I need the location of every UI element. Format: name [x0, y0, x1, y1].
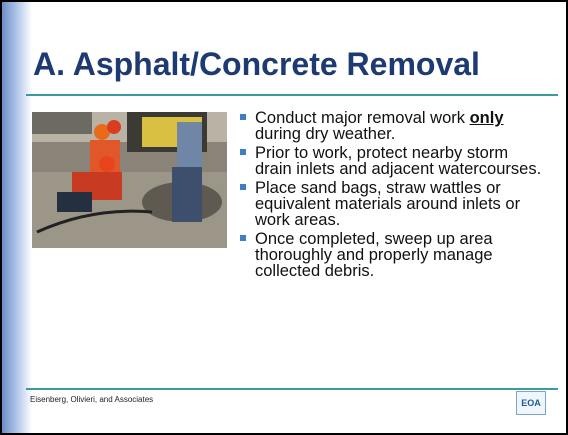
bullet: Conduct major removal work only during d… — [238, 110, 548, 142]
slide-title: A. Asphalt/Concrete Removal — [33, 46, 480, 83]
bullet-list: Conduct major removal work only during d… — [238, 110, 548, 282]
bullet: Place sand bags, straw wattles or equiva… — [238, 180, 548, 228]
page: A. Asphalt/Concrete Removal Conduct majo… — [0, 0, 568, 435]
side-strip — [2, 2, 32, 433]
bullet: Prior to work, protect nearby storm drai… — [238, 145, 548, 177]
title-rule — [26, 94, 558, 96]
bullet-text: during dry weather. — [255, 125, 395, 143]
bullet: Once completed, sweep up area thoroughly… — [238, 231, 548, 279]
emphasis: only — [470, 109, 504, 127]
logo: EOA — [516, 391, 546, 415]
slide: A. Asphalt/Concrete Removal Conduct majo… — [2, 2, 566, 433]
footer: Eisenberg, Olivieri, and Associates — [30, 395, 153, 404]
footer-rule — [26, 388, 558, 390]
photo — [32, 112, 227, 248]
